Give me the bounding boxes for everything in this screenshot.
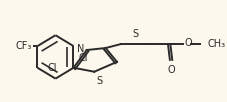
- Text: CF₃: CF₃: [15, 41, 32, 51]
- Text: N: N: [76, 44, 84, 54]
- Text: O: O: [184, 38, 192, 48]
- Text: Cl: Cl: [48, 63, 57, 73]
- Text: S: S: [96, 76, 102, 86]
- Text: Cl: Cl: [78, 53, 87, 63]
- Text: CH₃: CH₃: [207, 39, 225, 49]
- Text: O: O: [166, 65, 174, 75]
- Text: S: S: [132, 29, 138, 39]
